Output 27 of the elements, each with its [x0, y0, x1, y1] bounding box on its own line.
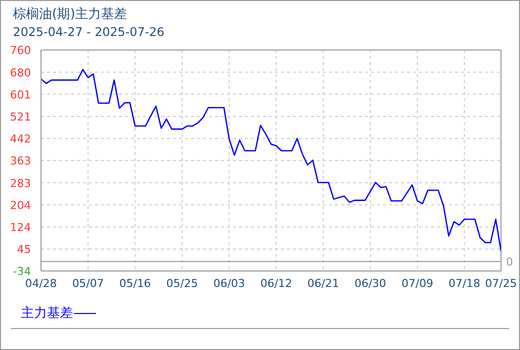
y-tick-label: 363 [10, 154, 31, 168]
x-tick-label: 07/18 [448, 276, 480, 290]
y-tick-label: 601 [10, 88, 31, 102]
chart-title: 棕榈油(期)主力基差 [13, 6, 128, 23]
y-tick-label: 204 [10, 198, 31, 212]
ref-line-label: 0 [506, 255, 513, 268]
x-tick-label: 05/16 [119, 276, 151, 290]
y-tick-label: 45 [17, 243, 31, 256]
x-tick-label: 07/09 [402, 276, 434, 290]
y-tick-label: -34 [13, 265, 31, 278]
x-tick-label: 05/07 [72, 276, 104, 290]
x-tick-label: 04/28 [25, 276, 57, 290]
y-tick-label: 283 [10, 176, 31, 190]
x-tick-label: 07/25 [485, 276, 517, 290]
x-tick-label: 05/25 [166, 276, 198, 290]
x-tick-label: 06/21 [307, 276, 340, 290]
x-tick-label: 06/30 [354, 276, 386, 290]
y-tick-label: 124 [10, 221, 31, 234]
x-tick-label: 06/12 [260, 276, 292, 290]
y-tick-label: 521 [10, 110, 31, 124]
y-tick-label: 760 [10, 44, 31, 57]
y-tick-label: 442 [10, 132, 31, 146]
x-tick-label: 06/03 [213, 276, 246, 290]
line-series [41, 68, 501, 252]
chart-subtitle: 2025-04-27 - 2025-07-26 [13, 25, 164, 39]
legend-label: 主力基差 [21, 306, 74, 321]
y-tick-label: 680 [10, 66, 31, 80]
